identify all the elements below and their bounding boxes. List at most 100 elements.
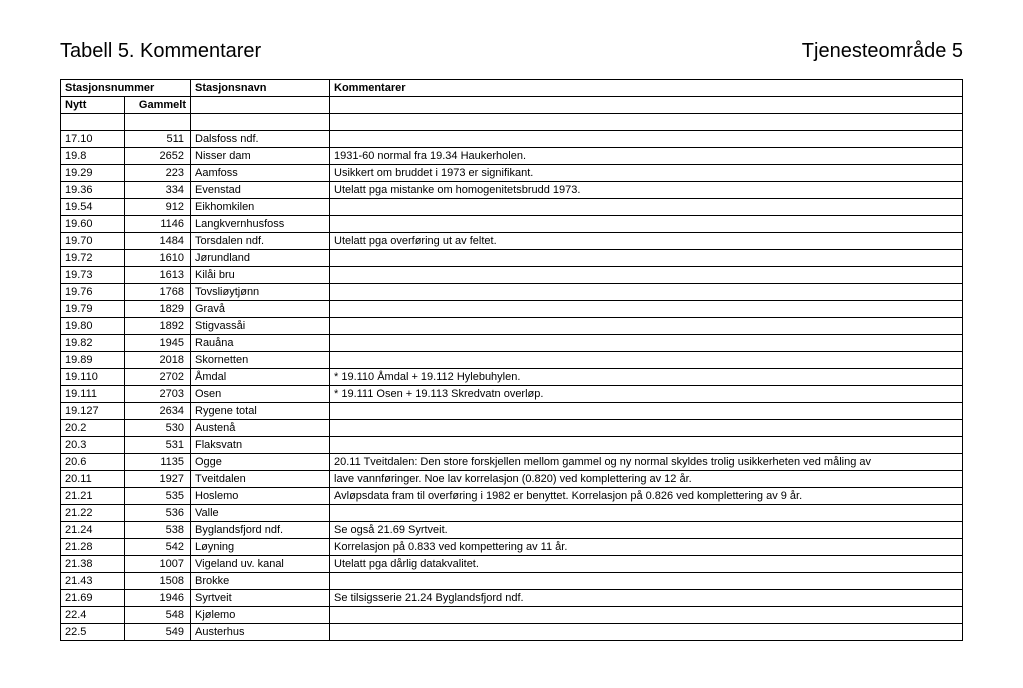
cell-kommentarer — [330, 352, 963, 369]
cell-stasjonsnavn: Åmdal — [191, 369, 330, 386]
cell-stasjonsnavn: Eikhomkilen — [191, 199, 330, 216]
cell-stasjonsnavn: Torsdalen ndf. — [191, 233, 330, 250]
table-row: 21.381007Vigeland uv. kanalUtelatt pga d… — [61, 556, 963, 573]
cell-kommentarer: * 19.111 Osen + 19.113 Skredvatn overløp… — [330, 386, 963, 403]
table-row: 19.791829Gravå — [61, 301, 963, 318]
cell-nytt: 21.24 — [61, 522, 125, 539]
cell-gammelt: 538 — [125, 522, 191, 539]
cell-gammelt: 1007 — [125, 556, 191, 573]
cell-kommentarer: 1931-60 normal fra 19.34 Haukerholen. — [330, 148, 963, 165]
table-row: 19.82652Nisser dam1931-60 normal fra 19.… — [61, 148, 963, 165]
cell-nytt: 20.6 — [61, 454, 125, 471]
cell-kommentarer: Korrelasjon på 0.833 ved kompettering av… — [330, 539, 963, 556]
cell-nytt: 19.127 — [61, 403, 125, 420]
cell-gammelt: 536 — [125, 505, 191, 522]
table-row: 19.821945Rauåna — [61, 335, 963, 352]
cell-nytt: 21.69 — [61, 590, 125, 607]
cell-kommentarer: * 19.110 Åmdal + 19.112 Hylebuhylen. — [330, 369, 963, 386]
cell-gammelt — [125, 114, 191, 131]
cell-gammelt: 531 — [125, 437, 191, 454]
cell-gammelt: 542 — [125, 539, 191, 556]
cell-nytt: 19.80 — [61, 318, 125, 335]
cell-stasjonsnavn: Valle — [191, 505, 330, 522]
cell-nytt: 19.76 — [61, 284, 125, 301]
cell-stasjonsnavn: Gravå — [191, 301, 330, 318]
cell-kommentarer — [330, 403, 963, 420]
cell-nytt: 19.110 — [61, 369, 125, 386]
cell-kommentarer: Avløpsdata fram til overføring i 1982 er… — [330, 488, 963, 505]
cell-stasjonsnavn: Vigeland uv. kanal — [191, 556, 330, 573]
cell-gammelt: 1610 — [125, 250, 191, 267]
cell-kommentarer: Utelatt pga dårlig datakvalitet. — [330, 556, 963, 573]
cell-nytt: 19.89 — [61, 352, 125, 369]
cell-gammelt: 1484 — [125, 233, 191, 250]
cell-stasjonsnavn: Dalsfoss ndf. — [191, 131, 330, 148]
table-row: 21.21535HoslemoAvløpsdata fram til overf… — [61, 488, 963, 505]
table-row: 22.5549Austerhus — [61, 624, 963, 641]
cell-stasjonsnavn: Ogge — [191, 454, 330, 471]
cell-gammelt: 2652 — [125, 148, 191, 165]
cell-nytt: 20.3 — [61, 437, 125, 454]
cell-stasjonsnavn: Brokke — [191, 573, 330, 590]
cell-nytt: 19.79 — [61, 301, 125, 318]
col-kommentarer: Kommentarer — [330, 80, 963, 97]
cell-stasjonsnavn: Jørundland — [191, 250, 330, 267]
cell-kommentarer — [330, 131, 963, 148]
table-row: 21.28542LøyningKorrelasjon på 0.833 ved … — [61, 539, 963, 556]
table-row: 19.731613Kilåi bru — [61, 267, 963, 284]
table-row: 19.1272634Rygene total — [61, 403, 963, 420]
table-row: 19.601146Langkvernhusfoss — [61, 216, 963, 233]
table-body: 17.10511Dalsfoss ndf.19.82652Nisser dam1… — [61, 114, 963, 641]
cell-stasjonsnavn: Byglandsfjord ndf. — [191, 522, 330, 539]
table-row: 19.801892Stigvassåi — [61, 318, 963, 335]
cell-stasjonsnavn: Tovsliøytjønn — [191, 284, 330, 301]
cell-stasjonsnavn: Austenå — [191, 420, 330, 437]
col-stasjonsnummer: Stasjonsnummer — [61, 80, 191, 97]
cell-nytt: 19.72 — [61, 250, 125, 267]
table-row: 20.111927Tveitdalenlave vannføringer. No… — [61, 471, 963, 488]
cell-gammelt: 530 — [125, 420, 191, 437]
cell-gammelt: 1946 — [125, 590, 191, 607]
cell-gammelt: 2702 — [125, 369, 191, 386]
table-row: 19.761768Tovsliøytjønn — [61, 284, 963, 301]
title-right: Tjenesteområde 5 — [802, 40, 963, 63]
cell-stasjonsnavn: Løyning — [191, 539, 330, 556]
cell-stasjonsnavn — [191, 114, 330, 131]
cell-kommentarer — [330, 607, 963, 624]
cell-stasjonsnavn: Kjølemo — [191, 607, 330, 624]
cell-gammelt: 511 — [125, 131, 191, 148]
cell-kommentarer: Utelatt pga mistanke om homogenitetsbrud… — [330, 182, 963, 199]
cell-gammelt: 2634 — [125, 403, 191, 420]
cell-kommentarer — [330, 335, 963, 352]
table-row: 19.1102702Åmdal* 19.110 Åmdal + 19.112 H… — [61, 369, 963, 386]
table-row: 19.892018Skornetten — [61, 352, 963, 369]
cell-nytt: 19.70 — [61, 233, 125, 250]
cell-gammelt: 912 — [125, 199, 191, 216]
table-row: 20.2530Austenå — [61, 420, 963, 437]
cell-stasjonsnavn: Syrtveit — [191, 590, 330, 607]
table-row: 21.691946SyrtveitSe tilsigsserie 21.24 B… — [61, 590, 963, 607]
cell-nytt: 19.73 — [61, 267, 125, 284]
cell-kommentarer — [330, 284, 963, 301]
cell-nytt — [61, 114, 125, 131]
cell-kommentarer — [330, 624, 963, 641]
title-left: Tabell 5. Kommentarer — [60, 40, 261, 63]
table-row: 21.431508Brokke — [61, 573, 963, 590]
table-row: 17.10511Dalsfoss ndf. — [61, 131, 963, 148]
col-nytt: Nytt — [61, 97, 125, 114]
cell-stasjonsnavn: Hoslemo — [191, 488, 330, 505]
cell-nytt: 21.21 — [61, 488, 125, 505]
cell-gammelt: 1613 — [125, 267, 191, 284]
cell-stasjonsnavn: Austerhus — [191, 624, 330, 641]
cell-gammelt: 1508 — [125, 573, 191, 590]
cell-kommentarer — [330, 199, 963, 216]
col-stasjonsnavn: Stasjonsnavn — [191, 80, 330, 97]
cell-gammelt: 1892 — [125, 318, 191, 335]
cell-gammelt: 334 — [125, 182, 191, 199]
cell-stasjonsnavn: Kilåi bru — [191, 267, 330, 284]
cell-nytt: 17.10 — [61, 131, 125, 148]
page-header: Tabell 5. Kommentarer Tjenesteområde 5 — [60, 40, 963, 63]
cell-nytt: 19.8 — [61, 148, 125, 165]
col-gammelt: Gammelt — [125, 97, 191, 114]
cell-nytt: 19.60 — [61, 216, 125, 233]
